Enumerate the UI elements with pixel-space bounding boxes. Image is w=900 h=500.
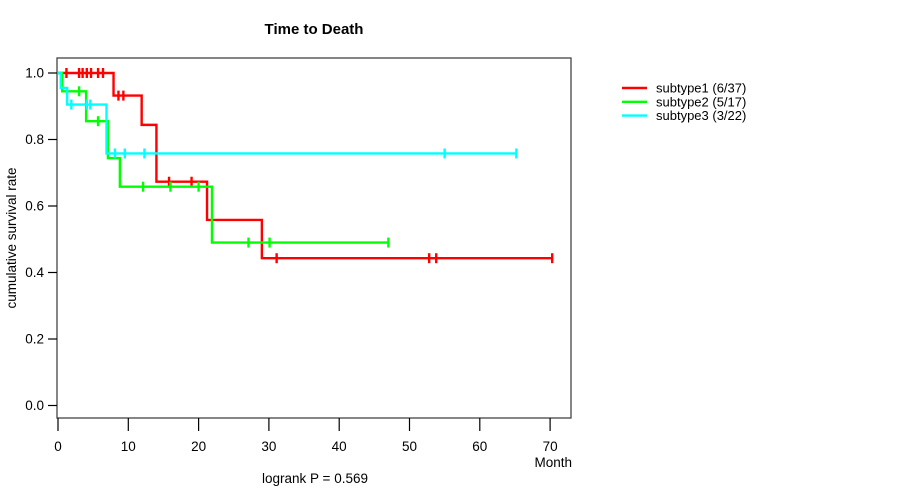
- y-tick-label: 0.4: [25, 265, 44, 280]
- plot-area: 0 10 20 30 40 50 60 70 0.0 0.2 0.4 0.6 0.8 1.0: [25, 57, 572, 454]
- x-tick-label: 10: [121, 439, 136, 454]
- x-tick-label: 30: [261, 439, 276, 454]
- censor-ticks-subtype3: [70, 99, 518, 159]
- survival-curve-subtype1: [58, 71, 553, 260]
- logrank-annotation: logrank P = 0.569: [262, 471, 368, 486]
- legend-label-subtype3: subtype3 (3/22): [656, 108, 746, 123]
- x-tick-label: 70: [543, 439, 558, 454]
- x-tick-label: 0: [54, 439, 62, 454]
- x-tick-label: 60: [472, 439, 487, 454]
- censor-ticks-subtype2: [77, 86, 390, 248]
- y-tick-label: 0.8: [25, 132, 44, 147]
- y-tick-label: 0.0: [25, 398, 44, 413]
- y-axis-label: cumulative survival rate: [4, 167, 19, 308]
- chart-title: Time to Death: [265, 21, 364, 38]
- legend-label-subtype1: subtype1 (6/37): [656, 81, 746, 96]
- y-tick-label: 0.2: [25, 332, 44, 347]
- x-tick-label: 50: [402, 439, 417, 454]
- survival-curve-subtype2: [58, 71, 389, 244]
- x-tick-label: 20: [191, 439, 206, 454]
- y-tick-label: 0.6: [25, 199, 44, 214]
- x-tick-label: 40: [332, 439, 347, 454]
- x-axis-unit-label: Month: [534, 455, 572, 470]
- y-tick-label: 1.0: [25, 66, 44, 81]
- survival-curve-subtype3: [58, 71, 517, 155]
- legend: subtype1 (6/37)subtype2 (5/17)subtype3 (…: [622, 81, 746, 123]
- plot-box: [56, 57, 572, 419]
- censor-ticks-subtype1: [65, 68, 554, 264]
- legend-label-subtype2: subtype2 (5/17): [656, 94, 746, 109]
